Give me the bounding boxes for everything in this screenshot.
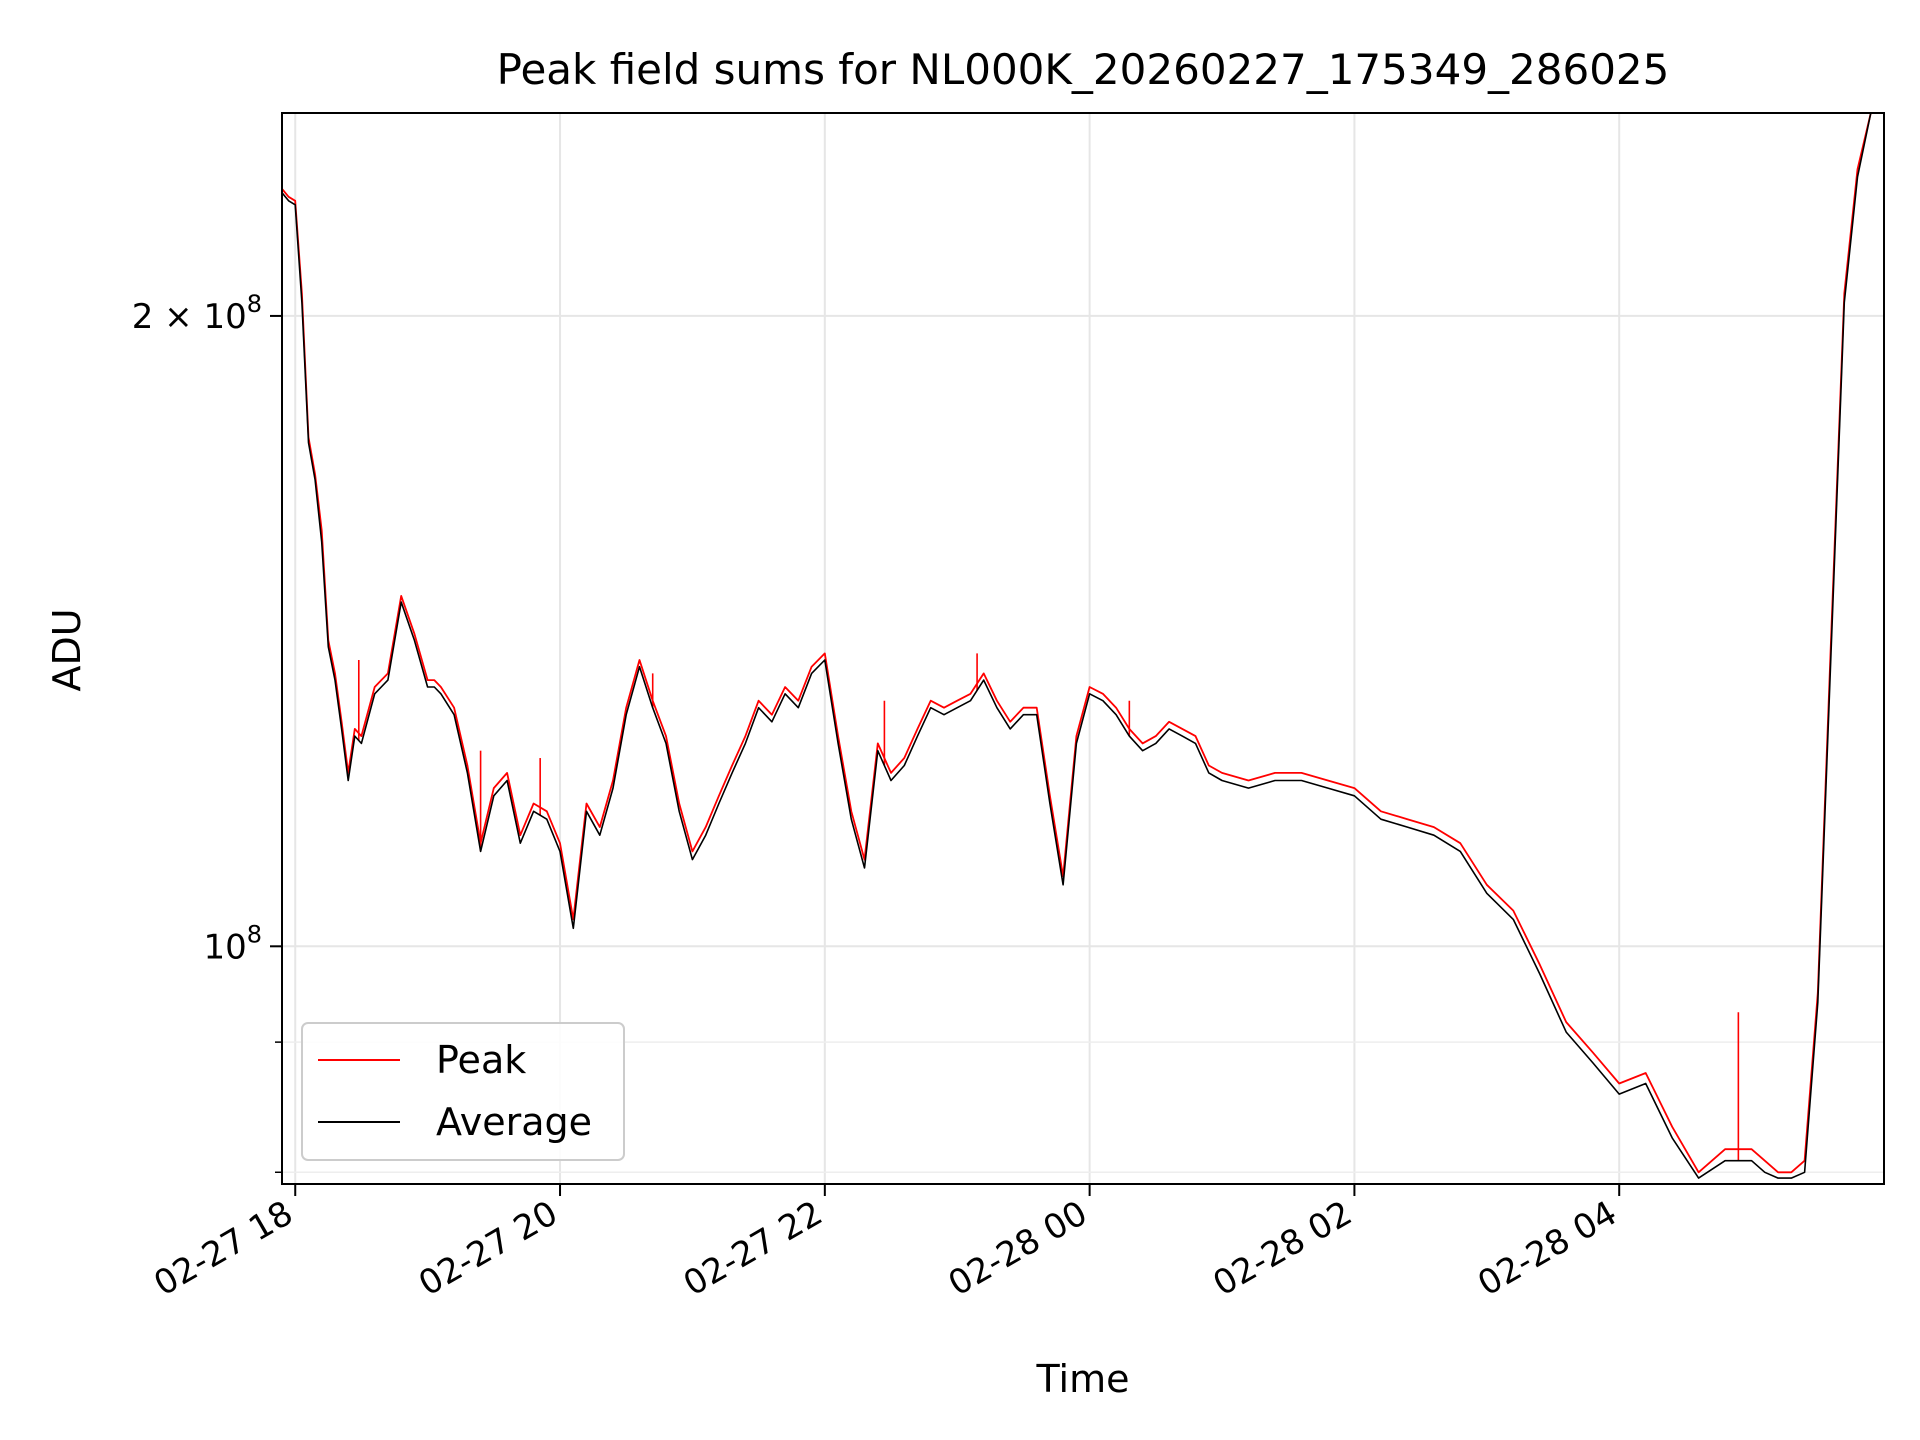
x-tick-label: 02-28 00: [942, 1193, 1094, 1304]
axes-frame: [281, 112, 1885, 1185]
x-axis-label: Time: [1036, 1357, 1130, 1401]
y-tick-label: 2 × 108: [132, 290, 262, 337]
x-tick-label: 02-27 22: [677, 1193, 829, 1304]
legend: Peak Average: [301, 1022, 625, 1161]
x-axis-ticks: 02-27 18 02-27 20 02-27 22 02-28 00 02-28 02…: [147, 1184, 1624, 1304]
x-tick-label: 02-28 04: [1471, 1193, 1623, 1304]
legend-label-peak: Peak: [436, 1038, 526, 1082]
series-line-peak: [282, 113, 1884, 1174]
plot-area: [282, 113, 1884, 1179]
y-tick-label: 108: [203, 920, 262, 967]
peak-spikes: [357, 653, 1740, 1161]
chart-title: Peak field sums for NL000K_20260227_1753…: [497, 45, 1670, 94]
x-tick-label: 02-27 18: [147, 1193, 299, 1304]
y-axis-label: ADU: [45, 608, 89, 691]
legend-label-average: Average: [436, 1100, 592, 1144]
x-tick-label: 02-27 20: [412, 1193, 564, 1304]
grid: [282, 113, 1884, 1184]
legend-box: [301, 1022, 625, 1161]
y-axis-ticks: 108 2 × 108: [132, 290, 282, 1174]
series-line-average: [282, 113, 1884, 1179]
x-tick-label: 02-28 02: [1207, 1193, 1359, 1304]
